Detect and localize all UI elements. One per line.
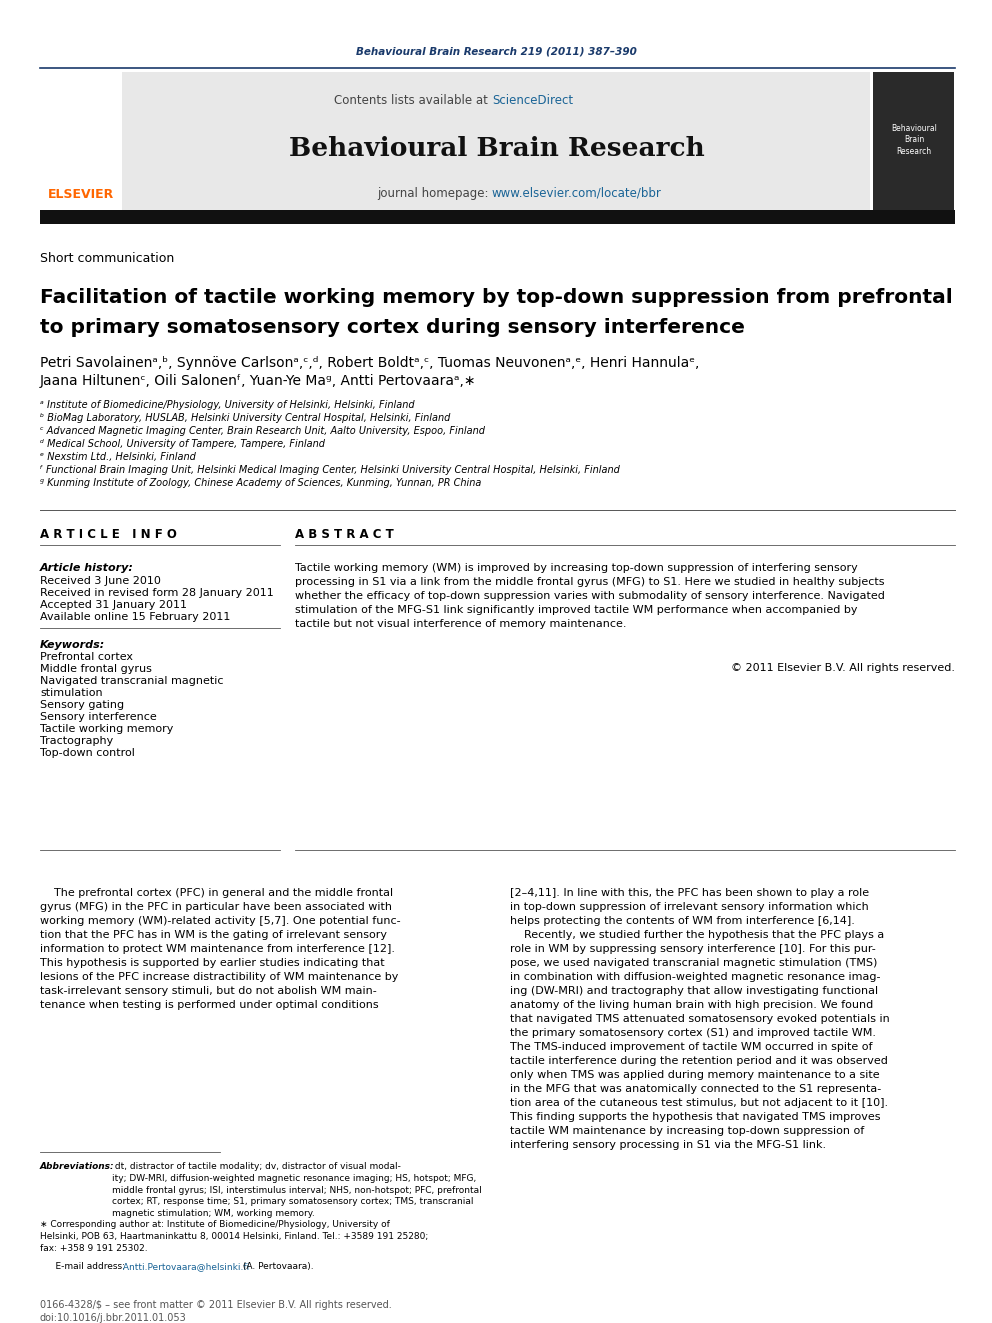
Text: Received in revised form 28 January 2011: Received in revised form 28 January 2011	[40, 587, 274, 598]
Text: Received 3 June 2010: Received 3 June 2010	[40, 576, 161, 586]
Text: journal homepage:: journal homepage:	[377, 187, 492, 200]
Text: Abbreviations:: Abbreviations:	[40, 1162, 115, 1171]
Text: Tactile working memory (WM) is improved by increasing top-down suppression of in: Tactile working memory (WM) is improved …	[295, 564, 885, 628]
Bar	[120, 71, 870, 210]
Text: Antti.Pertovaara@helsinki.fi: Antti.Pertovaara@helsinki.fi	[120, 1262, 249, 1271]
Text: Short communication: Short communication	[40, 251, 175, 265]
Bar	[872, 71, 955, 210]
Text: Keywords:: Keywords:	[40, 640, 105, 650]
Text: Middle frontal gyrus: Middle frontal gyrus	[40, 664, 152, 673]
Text: doi:10.1016/j.bbr.2011.01.053: doi:10.1016/j.bbr.2011.01.053	[40, 1312, 186, 1323]
Text: [2–4,11]. In line with this, the PFC has been shown to play a role
in top-down s: [2–4,11]. In line with this, the PFC has…	[510, 888, 889, 1150]
Text: Tractography: Tractography	[40, 736, 113, 746]
Text: © 2011 Elsevier B.V. All rights reserved.: © 2011 Elsevier B.V. All rights reserved…	[731, 663, 955, 673]
Text: ᵍ Kunming Institute of Zoology, Chinese Academy of Sciences, Kunming, Yunnan, PR: ᵍ Kunming Institute of Zoology, Chinese …	[40, 478, 481, 488]
Text: to primary somatosensory cortex during sensory interference: to primary somatosensory cortex during s…	[40, 318, 745, 337]
Text: www.elsevier.com/locate/bbr: www.elsevier.com/locate/bbr	[492, 187, 662, 200]
Text: Article history:: Article history:	[40, 564, 134, 573]
Text: Prefrontal cortex: Prefrontal cortex	[40, 652, 133, 662]
Text: ELSEVIER: ELSEVIER	[48, 188, 114, 201]
Text: E-mail address:: E-mail address:	[44, 1262, 125, 1271]
Text: Contents lists available at: Contents lists available at	[334, 94, 492, 106]
Text: Petri Savolainenᵃ,ᵇ, Synnöve Carlsonᵃ,ᶜ,ᵈ, Robert Boldtᵃ,ᶜ, Tuomas Neuvonenᵃ,ᵉ, : Petri Savolainenᵃ,ᵇ, Synnöve Carlsonᵃ,ᶜ,…	[40, 356, 699, 370]
Bar	[873, 71, 954, 210]
Text: Jaana Hiltunenᶜ, Oili Salonenᶠ, Yuan-Ye Maᵍ, Antti Pertovaaraᵃ,∗: Jaana Hiltunenᶜ, Oili Salonenᶠ, Yuan-Ye …	[40, 374, 476, 388]
Text: A R T I C L E   I N F O: A R T I C L E I N F O	[40, 528, 177, 541]
Text: Top-down control: Top-down control	[40, 747, 135, 758]
Text: Behavioural Brain Research 219 (2011) 387–390: Behavioural Brain Research 219 (2011) 38…	[355, 48, 637, 57]
Text: Accepted 31 January 2011: Accepted 31 January 2011	[40, 601, 187, 610]
Bar	[40, 71, 122, 210]
Text: Behavioural Brain Research: Behavioural Brain Research	[289, 135, 705, 160]
Text: Available online 15 February 2011: Available online 15 February 2011	[40, 613, 230, 622]
Text: A B S T R A C T: A B S T R A C T	[295, 528, 394, 541]
Text: dt, distractor of tactile modality; dv, distractor of visual modal-
ity; DW-MRI,: dt, distractor of tactile modality; dv, …	[112, 1162, 482, 1218]
Text: Tactile working memory: Tactile working memory	[40, 724, 174, 734]
Text: Navigated transcranial magnetic: Navigated transcranial magnetic	[40, 676, 223, 687]
Text: ᵉ Nexstim Ltd., Helsinki, Finland: ᵉ Nexstim Ltd., Helsinki, Finland	[40, 452, 195, 462]
Text: Sensory gating: Sensory gating	[40, 700, 124, 710]
Text: (A. Pertovaara).: (A. Pertovaara).	[240, 1262, 313, 1271]
Text: ᶜ Advanced Magnetic Imaging Center, Brain Research Unit, Aalto University, Espoo: ᶜ Advanced Magnetic Imaging Center, Brai…	[40, 426, 485, 437]
Text: Behavioural
Brain
Research: Behavioural Brain Research	[891, 123, 936, 156]
Bar	[40, 210, 955, 224]
Text: ᵈ Medical School, University of Tampere, Tampere, Finland: ᵈ Medical School, University of Tampere,…	[40, 439, 325, 448]
Text: ScienceDirect: ScienceDirect	[492, 94, 573, 106]
Text: ∗ Corresponding author at: Institute of Biomedicine/Physiology, University of
He: ∗ Corresponding author at: Institute of …	[40, 1220, 429, 1253]
Text: Sensory interference: Sensory interference	[40, 712, 157, 722]
Text: ᶠ Functional Brain Imaging Unit, Helsinki Medical Imaging Center, Helsinki Unive: ᶠ Functional Brain Imaging Unit, Helsink…	[40, 464, 620, 475]
Text: Facilitation of tactile working memory by top-down suppression from prefrontal: Facilitation of tactile working memory b…	[40, 288, 952, 307]
Text: The prefrontal cortex (PFC) in general and the middle frontal
gyrus (MFG) in the: The prefrontal cortex (PFC) in general a…	[40, 888, 401, 1009]
Text: ᵇ BioMag Laboratory, HUSLAB, Helsinki University Central Hospital, Helsinki, Fin: ᵇ BioMag Laboratory, HUSLAB, Helsinki Un…	[40, 413, 450, 423]
Text: ᵃ Institute of Biomedicine/Physiology, University of Helsinki, Helsinki, Finland: ᵃ Institute of Biomedicine/Physiology, U…	[40, 400, 415, 410]
Text: stimulation: stimulation	[40, 688, 102, 699]
Text: 0166-4328/$ – see front matter © 2011 Elsevier B.V. All rights reserved.: 0166-4328/$ – see front matter © 2011 El…	[40, 1301, 392, 1310]
